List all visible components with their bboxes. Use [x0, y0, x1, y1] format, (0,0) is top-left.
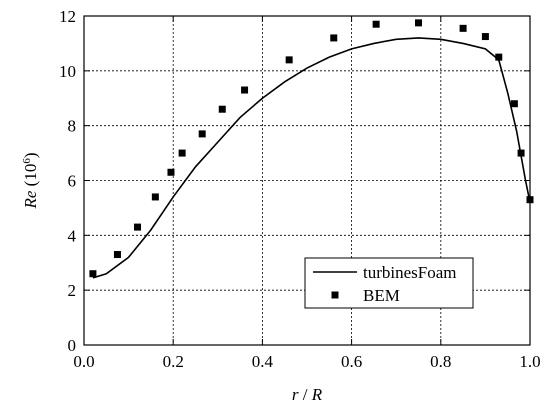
data-point	[134, 223, 142, 231]
data-point	[218, 105, 226, 113]
data-point	[495, 53, 503, 61]
legend-label: turbinesFoam	[363, 263, 457, 282]
legend-swatch	[331, 291, 339, 299]
y-tick-label: 6	[68, 172, 77, 191]
x-tick-label: 0.0	[73, 352, 94, 371]
y-tick-label: 12	[59, 7, 76, 26]
data-point	[178, 149, 186, 157]
plot-frame	[83, 15, 531, 346]
x-axis-label-part: r	[292, 385, 299, 404]
data-point	[89, 270, 97, 278]
y-axis-label-part: )	[21, 152, 40, 158]
data-point	[198, 130, 206, 138]
y-tick-label: 10	[59, 62, 76, 81]
x-tick-label: 0.2	[163, 352, 184, 371]
data-point	[372, 20, 380, 28]
y-tick-label: 4	[68, 226, 77, 245]
data-point	[330, 34, 338, 42]
x-axis-label-part: R	[311, 385, 323, 404]
x-tick-label: 0.8	[430, 352, 451, 371]
y-axis-label-part: (10	[21, 164, 40, 191]
data-point	[241, 86, 249, 94]
x-axis-label: r / R	[292, 385, 323, 404]
data-point	[481, 33, 489, 41]
y-axis-label: Re (106)	[21, 152, 40, 209]
x-tick-label: 0.6	[341, 352, 362, 371]
x-tick-label: 1.0	[519, 352, 540, 371]
x-tick-label: 0.4	[252, 352, 274, 371]
legend-box	[304, 257, 474, 309]
data-point	[285, 56, 293, 64]
data-point	[113, 251, 121, 259]
data-point	[517, 149, 525, 157]
data-point	[459, 24, 467, 32]
data-point	[151, 193, 159, 201]
y-tick-label: 8	[68, 117, 77, 136]
data-point	[526, 196, 534, 204]
data-line	[92, 37, 531, 279]
y-axis-label-part: Re	[21, 190, 40, 209]
data-point	[510, 100, 518, 108]
x-axis-label-part: /	[299, 385, 312, 404]
y-tick-label: 2	[68, 281, 77, 300]
y-axis-label-part: 6	[21, 158, 33, 164]
legend-label: BEM	[363, 286, 400, 305]
y-tick-label: 0	[68, 336, 77, 355]
data-point	[415, 19, 422, 27]
data-point	[167, 168, 175, 176]
